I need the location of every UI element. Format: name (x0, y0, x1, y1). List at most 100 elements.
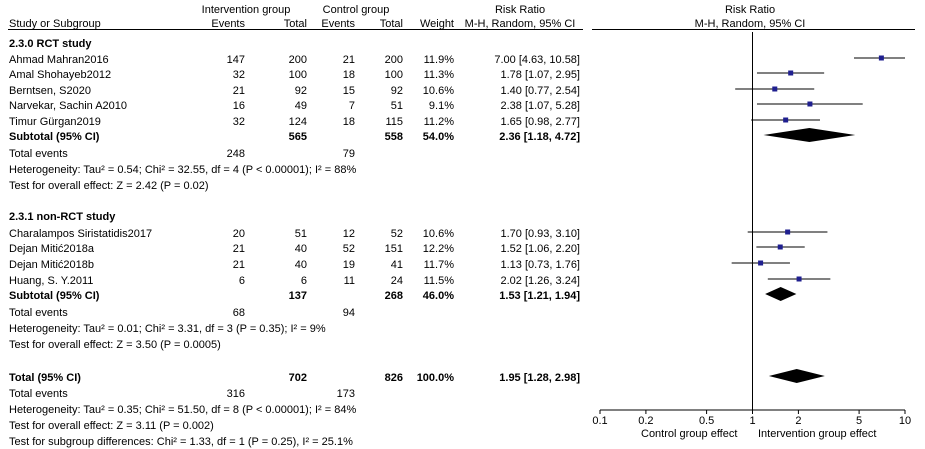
total-events-label: Total events (9, 388, 68, 400)
study-name: Timur Gürgan2019 (9, 116, 101, 128)
x-tick-label: 2 (795, 415, 801, 427)
study-point (772, 86, 778, 92)
pooled-diamond (765, 287, 797, 301)
group-title-rct: 2.3.0 RCT study (9, 38, 92, 50)
risk-ratio: 1.78 [1.07, 2.95] (500, 69, 580, 81)
ctrl-events: 21 (342, 54, 355, 66)
int-events: 68 (232, 307, 245, 319)
study-point (777, 244, 783, 250)
ctrl-events: 7 (348, 100, 355, 112)
ctrl-events: 79 (342, 148, 355, 160)
int-total: 702 (288, 372, 307, 384)
ctrl-total: 52 (390, 228, 403, 240)
int-events: 21 (232, 243, 245, 255)
study-name: Berntsen, S2020 (9, 85, 91, 97)
study-name: Ahmad Mahran2016 (9, 54, 109, 66)
ctrl-events: 94 (342, 307, 355, 319)
weight: 11.3% (423, 69, 454, 81)
overall-effect-text: Test for overall effect: Z = 3.11 (P = 0… (9, 420, 214, 432)
study-point (758, 260, 764, 266)
risk-ratio: 7.00 [4.63, 10.58] (494, 54, 580, 66)
study-name: Huang, S. Y.2011 (9, 275, 94, 287)
int-events: 248 (226, 148, 245, 160)
risk-ratio: 1.13 [0.73, 1.76] (500, 259, 580, 271)
ctrl-total: 151 (384, 243, 403, 255)
study-name: Dejan Mitić2018b (9, 259, 94, 271)
ctrl-total: 826 (384, 372, 403, 384)
ctrl-total: 41 (390, 259, 403, 271)
method-header: M-H, Random, 95% CI (464, 18, 576, 30)
weight: 46.0% (422, 290, 454, 302)
ctrl-total: 51 (390, 100, 403, 112)
intervention-group-header: Intervention group (201, 4, 291, 16)
study-name: Narvekar, Sachin A2010 (9, 100, 128, 112)
total-label: Total (95% CI) (9, 372, 81, 384)
total-events-label: Total events (9, 307, 68, 319)
risk-ratio: 1.53 [1.21, 1.94] (499, 290, 580, 302)
weight: 10.6% (422, 228, 454, 240)
intervention-effect-label: Intervention group effect (758, 428, 877, 440)
int-events: 316 (226, 388, 245, 400)
study-point (788, 70, 794, 76)
weight: 100.0% (416, 372, 454, 384)
risk-ratio: 1.70 [0.93, 3.10] (500, 228, 580, 240)
int-events-header: Events (211, 18, 245, 30)
study-point (796, 276, 802, 282)
pooled-diamond (768, 369, 825, 383)
subgroup-differences-text: Test for subgroup differences: Chi² = 1.… (9, 436, 353, 448)
int-events: 32 (232, 116, 245, 128)
ctrl-total: 24 (390, 275, 403, 287)
risk-ratio-header: Risk Ratio (494, 4, 546, 16)
int-events: 32 (232, 69, 245, 81)
risk-ratio: 1.40 [0.77, 2.54] (500, 85, 580, 97)
int-total: 40 (294, 243, 307, 255)
int-total: 40 (294, 259, 307, 271)
weight: 12.2% (422, 243, 454, 255)
ctrl-total: 115 (385, 116, 403, 128)
study-name: Dejan Mitić2018a (9, 243, 94, 255)
weight: 9.1% (428, 100, 454, 112)
ctrl-total: 100 (384, 69, 403, 81)
int-events: 6 (238, 275, 245, 287)
ctrl-total: 92 (390, 85, 403, 97)
ctrl-events: 18 (342, 69, 355, 81)
x-tick-label: 1 (749, 415, 755, 427)
int-total: 6 (300, 275, 307, 287)
ctrl-events: 12 (342, 228, 355, 240)
weight-header: Weight (419, 18, 454, 30)
plot-header-divider (592, 29, 915, 30)
x-tick-label: 0.1 (592, 415, 607, 427)
ctrl-events: 52 (342, 243, 355, 255)
risk-ratio: 2.36 [1.18, 4.72] (499, 131, 580, 143)
ctrl-events: 15 (342, 85, 355, 97)
study-point (785, 229, 791, 235)
risk-ratio: 1.65 [0.98, 2.77] (500, 116, 580, 128)
study-point (878, 55, 884, 61)
study-column-header: Study or Subgroup (9, 18, 101, 30)
pooled-diamond (763, 128, 856, 142)
ctrl-events: 173 (336, 388, 355, 400)
weight: 11.7% (423, 259, 454, 271)
heterogeneity-text: Heterogeneity: Tau² = 0.35; Chi² = 51.50… (9, 404, 357, 416)
risk-ratio: 1.52 [1.06, 2.20] (500, 243, 580, 255)
control-effect-label: Control group effect (641, 428, 738, 440)
int-total: 49 (294, 100, 307, 112)
int-events: 147 (226, 54, 245, 66)
total-events-label: Total events (9, 148, 68, 160)
risk-ratio: 2.38 [1.07, 5.28] (500, 100, 580, 112)
int-total-header: Total (283, 18, 307, 30)
int-total: 92 (294, 85, 307, 97)
weight: 11.5% (423, 275, 454, 287)
x-tick-label: 5 (856, 415, 862, 427)
weight: 11.9% (423, 54, 454, 66)
ctrl-events: 11 (343, 275, 355, 287)
int-events: 21 (232, 85, 245, 97)
int-events: 21 (232, 259, 245, 271)
ctrl-events: 19 (342, 259, 355, 271)
overall-effect-text: Test for overall effect: Z = 2.42 (P = 0… (9, 180, 209, 192)
int-events: 16 (232, 100, 245, 112)
int-total: 124 (288, 116, 307, 128)
weight: 54.0% (422, 131, 454, 143)
int-total: 200 (288, 54, 307, 66)
overall-effect-text: Test for overall effect: Z = 3.50 (P = 0… (9, 339, 221, 351)
